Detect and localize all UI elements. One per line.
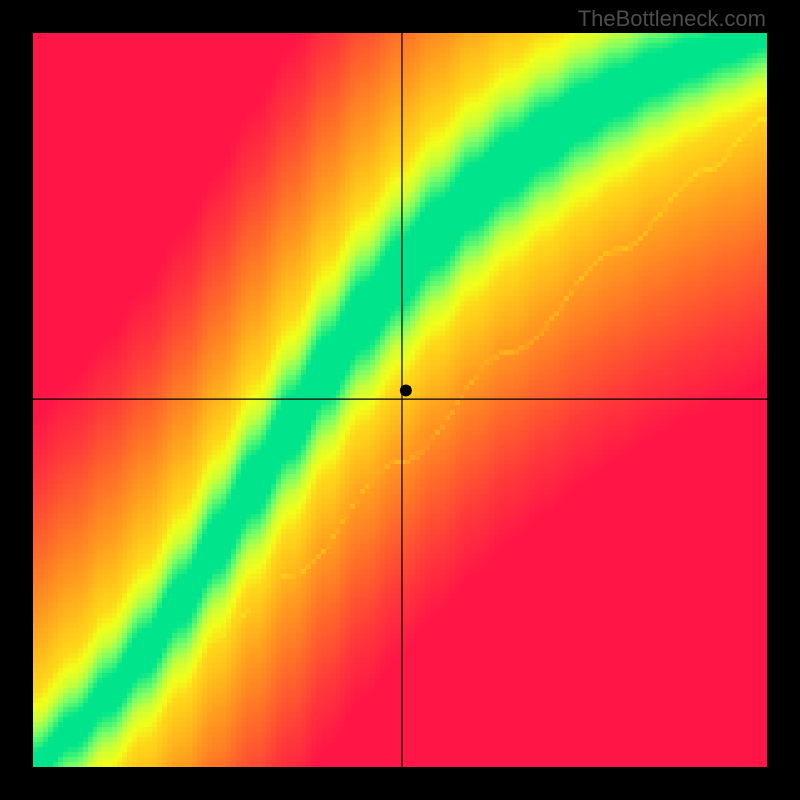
bottleneck-heatmap (33, 33, 767, 767)
watermark-text: TheBottleneck.com (578, 6, 766, 32)
chart-container: TheBottleneck.com (0, 0, 800, 800)
